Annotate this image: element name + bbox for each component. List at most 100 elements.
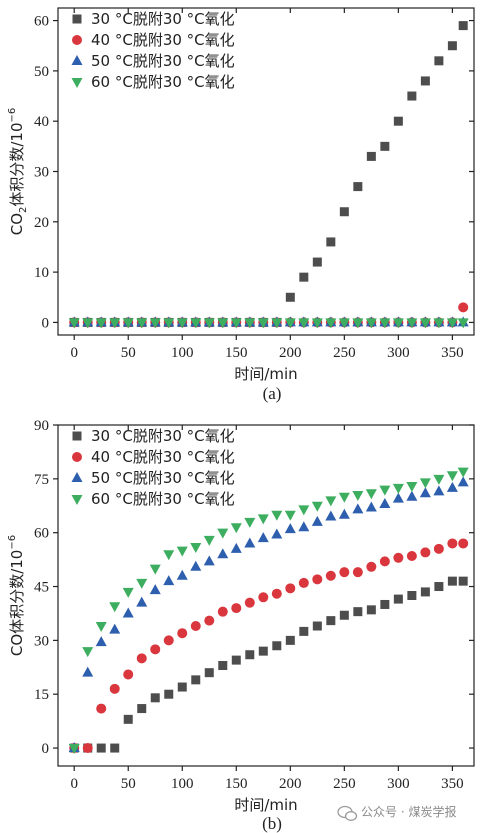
data-point bbox=[446, 318, 458, 329]
data-point bbox=[326, 616, 336, 626]
data-point bbox=[365, 489, 377, 500]
data-point bbox=[82, 647, 94, 658]
x-axis-label: 时间/min bbox=[234, 365, 297, 383]
data-point bbox=[433, 318, 445, 329]
data-point bbox=[95, 622, 107, 633]
data-point bbox=[150, 693, 160, 703]
panel-a-co2-chart: 0 50 100 150 200 250 300 350 0 10 20 30 40 50 60 时间/min… bbox=[7, 7, 475, 403]
data-point bbox=[163, 318, 175, 329]
data-point bbox=[325, 510, 337, 521]
data-point bbox=[136, 578, 148, 589]
data-point bbox=[406, 318, 418, 329]
x-tick-label: 50 bbox=[121, 345, 136, 361]
x-tick-label: 250 bbox=[333, 345, 356, 361]
data-point bbox=[96, 743, 106, 753]
legend-marker bbox=[71, 78, 83, 88]
data-point bbox=[285, 292, 295, 302]
data-point bbox=[433, 474, 445, 485]
data-point bbox=[244, 517, 256, 528]
x-tick-label: 0 bbox=[70, 345, 78, 361]
x-tick-label: 100 bbox=[171, 345, 194, 361]
data-point bbox=[325, 570, 336, 581]
data-point bbox=[392, 483, 404, 494]
legend-marker bbox=[72, 452, 82, 462]
data-point bbox=[393, 594, 403, 604]
data-point bbox=[366, 605, 376, 615]
data-point bbox=[122, 587, 134, 598]
x-tick-label: 350 bbox=[441, 776, 464, 792]
data-point bbox=[312, 257, 322, 267]
data-point bbox=[177, 682, 187, 692]
data-point bbox=[271, 318, 283, 329]
legend-label: 30 °C脱附30 °C氧化 bbox=[91, 10, 235, 28]
data-point bbox=[393, 116, 403, 126]
y-axis-label-exponent: −6 bbox=[7, 108, 18, 123]
panel-b-co-chart: 0 50 100 150 200 250 300 350 0 15 30 45 60 75 90 时间/min… bbox=[7, 418, 475, 833]
data-point bbox=[352, 503, 364, 514]
legend-label: 40 °C脱附30 °C氧化 bbox=[91, 448, 235, 466]
y-axis-label-exponent: −6 bbox=[7, 535, 18, 550]
y-tick-label: 45 bbox=[34, 580, 49, 596]
data-point bbox=[150, 644, 161, 655]
data-point bbox=[190, 318, 202, 329]
data-point bbox=[312, 574, 323, 585]
data-point bbox=[149, 584, 161, 595]
data-point bbox=[434, 582, 444, 592]
data-point bbox=[164, 689, 174, 699]
data-point bbox=[203, 555, 215, 566]
y-tick-label: 20 bbox=[34, 215, 49, 231]
data-point bbox=[136, 318, 148, 329]
data-point bbox=[457, 467, 469, 478]
data-point bbox=[353, 182, 363, 192]
data-point bbox=[190, 543, 202, 554]
data-point bbox=[176, 546, 188, 557]
data-point bbox=[258, 592, 269, 603]
data-point bbox=[447, 41, 457, 51]
x-tick-label: 300 bbox=[387, 776, 410, 792]
data-point bbox=[82, 318, 94, 329]
data-point bbox=[457, 476, 469, 487]
data-point bbox=[257, 532, 269, 543]
data-point bbox=[217, 318, 229, 329]
legend-marker bbox=[71, 55, 83, 65]
data-point bbox=[122, 607, 134, 618]
data-point bbox=[338, 508, 350, 519]
data-point bbox=[96, 703, 107, 714]
data-point bbox=[393, 552, 404, 563]
data-point bbox=[82, 743, 93, 754]
legend-label: 60 °C脱附30 °C氧化 bbox=[91, 490, 235, 508]
data-point bbox=[446, 481, 458, 492]
y-tick-label: 30 bbox=[34, 633, 49, 649]
data-point bbox=[353, 607, 363, 617]
data-point bbox=[284, 318, 296, 329]
data-point bbox=[230, 523, 242, 534]
data-point bbox=[419, 478, 431, 489]
data-point bbox=[136, 596, 148, 607]
x-tick-label: 50 bbox=[121, 776, 136, 792]
wechat-icon bbox=[337, 805, 358, 821]
data-point bbox=[122, 318, 134, 329]
data-point bbox=[284, 523, 296, 534]
data-point bbox=[434, 56, 444, 66]
data-point bbox=[458, 302, 469, 313]
y-axis-label-rest: 体积分数/10 bbox=[8, 122, 26, 206]
series-4 bbox=[68, 467, 469, 755]
data-point bbox=[230, 542, 242, 553]
data-point bbox=[230, 318, 242, 329]
data-point bbox=[379, 556, 390, 567]
data-point bbox=[163, 575, 175, 586]
data-point bbox=[245, 650, 255, 660]
data-point bbox=[299, 626, 309, 636]
x-tick-label: 0 bbox=[70, 776, 78, 792]
data-point bbox=[365, 501, 377, 512]
data-point bbox=[458, 576, 468, 586]
data-point bbox=[95, 636, 107, 647]
legend: 30 °C脱附30 °C氧化 40 °C脱附30 °C氧化 50 °C脱附30 °C… bbox=[71, 427, 235, 508]
data-point bbox=[366, 151, 376, 161]
data-point bbox=[244, 597, 255, 608]
data-point bbox=[284, 510, 296, 521]
data-point bbox=[163, 635, 174, 646]
data-point bbox=[419, 487, 431, 498]
data-point bbox=[203, 535, 215, 546]
data-point bbox=[298, 318, 310, 329]
